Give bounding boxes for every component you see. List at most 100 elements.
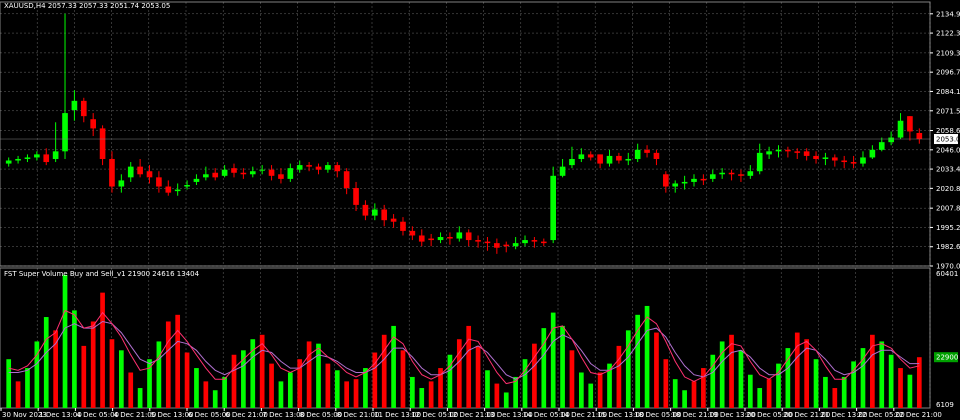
candle-body [296, 165, 303, 170]
volume-bar [194, 368, 199, 408]
candle-body [822, 157, 829, 159]
volume-bar [372, 352, 378, 408]
volume-bar [579, 372, 584, 408]
candle-body [813, 155, 819, 159]
candle-body [71, 100, 78, 111]
volume-bar [719, 341, 725, 408]
volume-bar [325, 363, 331, 408]
volume-bar [541, 328, 547, 408]
candle-body [888, 137, 894, 143]
candle-body [850, 162, 857, 164]
candle-body [550, 175, 556, 241]
candle-body [653, 152, 660, 159]
volume-bar [410, 376, 415, 408]
volume-bar [297, 359, 303, 408]
candle-body [559, 166, 566, 176]
volume-bar [832, 388, 838, 408]
candle-body [728, 172, 735, 175]
volume-bar [916, 357, 922, 408]
volume-bar [438, 368, 443, 408]
volume-bar [203, 381, 209, 408]
price-axis-label: 1982.65 [936, 243, 960, 251]
volume-bar [522, 359, 528, 408]
candle-body [878, 142, 885, 150]
volume-bar [841, 376, 847, 408]
volume-bar [813, 359, 819, 408]
volume-bar [25, 368, 30, 408]
indicator-axis-max-label: 60401 [936, 270, 958, 278]
volume-bar [53, 330, 58, 408]
candle-body [447, 237, 453, 239]
volume-bar [456, 339, 462, 408]
time-axis-label: 7 Dec 13:00 [262, 411, 305, 419]
time-axis-label: 20 Dec 21:00 [783, 411, 830, 419]
candle-body [90, 119, 96, 129]
volume-bar [119, 350, 124, 408]
candle-body [747, 171, 754, 176]
volume-bar [729, 334, 734, 408]
time-axis-label: 5 Dec 13:00 [151, 411, 194, 419]
volume-bar [147, 359, 152, 408]
candle-body [916, 132, 923, 140]
volume-bar [710, 354, 716, 408]
candle-body [531, 240, 538, 242]
volume-bar [43, 317, 49, 408]
candle-body [625, 158, 632, 161]
candle-body [24, 157, 31, 159]
candle-body [540, 241, 547, 244]
volume-bar [766, 379, 772, 408]
candle-body [240, 172, 247, 175]
volume-bar [72, 310, 77, 408]
candle-body [409, 230, 416, 236]
time-axis-label: 12 Dec 21:00 [448, 411, 495, 419]
volume-bar [794, 332, 800, 408]
volume-bar [607, 363, 612, 408]
candle-body [184, 184, 190, 187]
volume-bar [137, 388, 143, 408]
candle-body [606, 155, 613, 164]
volume-bar [654, 332, 659, 408]
volume-bar [785, 348, 791, 408]
indicator-value-label: 22900 [936, 354, 958, 362]
candle-body [456, 232, 463, 239]
volume-bar [128, 372, 134, 408]
volume-bar [81, 345, 87, 408]
candle-body [569, 158, 575, 166]
indicator-panel-frame [0, 267, 931, 409]
price-axis-label: 1995.25 [936, 224, 960, 232]
time-axis-label: 13 Dec 13:00 [486, 411, 533, 419]
candle-body [127, 166, 134, 178]
candle-body [681, 181, 688, 184]
time-axis-label: 19 Dec 13:00 [709, 411, 756, 419]
candle-body [249, 171, 256, 175]
indicator-axis-min-label: 6109 [936, 401, 954, 409]
time-axis-label: 4 Dec 05:00 [76, 411, 119, 419]
volume-bar [898, 368, 903, 408]
candle-body [146, 171, 153, 178]
candle-body [34, 154, 40, 158]
volume-bar [663, 359, 669, 408]
price-axis-label: 2109.35 [936, 49, 960, 57]
price-axis-label: 2020.80 [936, 185, 960, 193]
time-axis-label: 4 Dec 21:00 [114, 411, 157, 419]
candle-body [616, 155, 622, 161]
volume-bar [851, 361, 856, 408]
time-axis-label: 20 Dec 05:00 [746, 411, 793, 419]
time-axis-label: 18 Dec 05:00 [634, 411, 681, 419]
volume-bar [344, 381, 349, 408]
candle-body [418, 235, 425, 242]
price-axis-label: 2046.00 [936, 146, 960, 154]
time-axis-label: 11 Dec 13:00 [374, 411, 421, 419]
volume-bar [475, 345, 481, 408]
candle-body [109, 158, 115, 187]
candle-body [691, 178, 697, 182]
volume-bar [334, 370, 340, 408]
volume-bar [15, 381, 21, 408]
time-axis-label: 15 Dec 13:00 [597, 411, 644, 419]
volume-bar [747, 374, 753, 408]
price-axis-label: 2058.60 [936, 127, 960, 135]
volume-bar [184, 352, 190, 408]
candle-body [315, 166, 322, 170]
